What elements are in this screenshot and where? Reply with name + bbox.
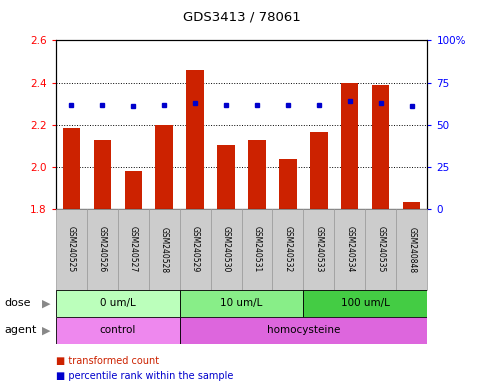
Bar: [125, 171, 142, 209]
Bar: [280, 159, 297, 209]
Text: 10 um/L: 10 um/L: [220, 298, 263, 308]
Text: agent: agent: [5, 325, 37, 335]
Bar: [56, 290, 180, 317]
Bar: [180, 290, 303, 317]
Bar: [62, 128, 80, 209]
Text: GSM240532: GSM240532: [284, 227, 293, 273]
Text: GSM240528: GSM240528: [159, 227, 169, 273]
Text: ■ percentile rank within the sample: ■ percentile rank within the sample: [56, 371, 233, 381]
Bar: [341, 83, 358, 209]
Bar: [303, 290, 427, 317]
Bar: [211, 209, 242, 290]
Text: 0 um/L: 0 um/L: [99, 298, 135, 308]
Text: GSM240533: GSM240533: [314, 227, 324, 273]
Text: GSM240534: GSM240534: [345, 227, 355, 273]
Text: ▶: ▶: [42, 325, 51, 335]
Text: GSM240529: GSM240529: [190, 227, 199, 273]
Text: GSM240848: GSM240848: [408, 227, 416, 273]
Bar: [117, 209, 149, 290]
Text: GDS3413 / 78061: GDS3413 / 78061: [183, 11, 300, 24]
Text: dose: dose: [5, 298, 31, 308]
Bar: [334, 209, 366, 290]
Text: control: control: [99, 325, 136, 335]
Text: GSM240527: GSM240527: [128, 227, 138, 273]
Bar: [56, 209, 86, 290]
Bar: [403, 202, 421, 209]
Text: 100 um/L: 100 um/L: [341, 298, 390, 308]
Text: GSM240526: GSM240526: [98, 227, 107, 273]
Text: GSM240525: GSM240525: [67, 227, 75, 273]
Text: GSM240530: GSM240530: [222, 227, 230, 273]
Bar: [311, 132, 327, 209]
Bar: [372, 84, 389, 209]
Text: homocysteine: homocysteine: [267, 325, 340, 335]
Text: GSM240535: GSM240535: [376, 227, 385, 273]
Bar: [366, 209, 397, 290]
Text: ■ transformed count: ■ transformed count: [56, 356, 159, 366]
Bar: [180, 209, 211, 290]
Bar: [272, 209, 303, 290]
Bar: [180, 317, 427, 344]
Bar: [217, 145, 235, 209]
Bar: [397, 209, 427, 290]
Bar: [156, 125, 172, 209]
Bar: [242, 209, 272, 290]
Bar: [186, 70, 203, 209]
Bar: [94, 140, 111, 209]
Text: GSM240531: GSM240531: [253, 227, 261, 273]
Text: ▶: ▶: [42, 298, 51, 308]
Bar: [248, 140, 266, 209]
Bar: [56, 317, 180, 344]
Bar: [303, 209, 334, 290]
Bar: [86, 209, 117, 290]
Bar: [149, 209, 180, 290]
